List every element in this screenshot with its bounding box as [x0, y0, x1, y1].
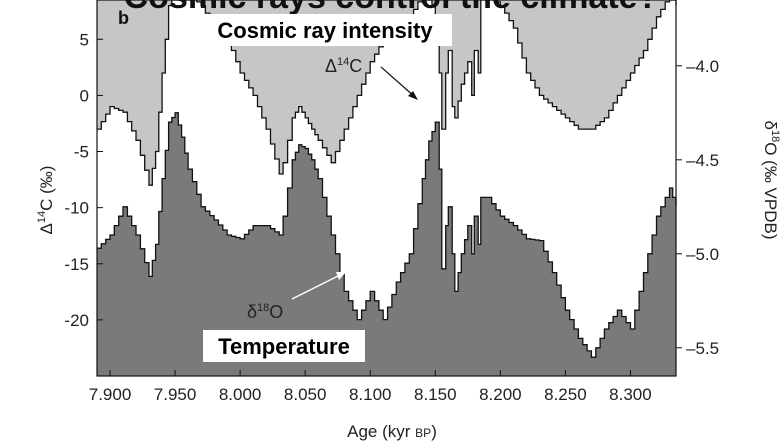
x-tick-label: 8.100: [349, 385, 392, 404]
y-right-tick-label: –4.0: [686, 57, 719, 76]
x-tick-label: 8.250: [544, 385, 587, 404]
x-tick-label: 7.950: [154, 385, 197, 404]
y-right-tick-label: –5.0: [686, 245, 719, 264]
y-right-tick-label: –5.5: [686, 339, 719, 358]
c14-arrow: [380, 66, 416, 98]
x-axis-ticks: 7.900 7.950 8.000 8.050 8.100 8.150 8.200 8.250…: [89, 370, 652, 404]
x-axis-title: Age (kyr BP): [347, 422, 437, 441]
y-left-tick-label: -20: [64, 311, 89, 330]
temperature-label: Temperature: [218, 334, 350, 359]
o18-arrowhead: [336, 272, 346, 280]
svg-text:δ18O (‰ VPDB): δ18O (‰ VPDB): [761, 120, 781, 239]
y-right-axis-ticks: –4.0 –4.5 –5.0 –5.5: [676, 57, 719, 358]
y-left-tick-label: 0: [80, 86, 89, 105]
y-left-tick-label: -10: [64, 199, 89, 218]
c14-label-text: Δ14C: [325, 56, 362, 76]
o18-arrow: [291, 274, 341, 300]
panel-label: b: [118, 8, 129, 28]
o18-series-label: δ18O: [247, 272, 346, 322]
y-right-axis-title: δ18O (‰ VPDB): [761, 120, 781, 239]
x-tick-label: 8.050: [284, 385, 327, 404]
temperature-annotation: Temperature: [203, 330, 365, 362]
o18-label-text: δ18O: [247, 302, 283, 322]
plot-frame: [96, 0, 677, 377]
o18-line: [97, 112, 677, 358]
cosmic-ray-label: Cosmic ray intensity: [217, 18, 433, 43]
y-left-tick-label: 5: [80, 30, 89, 49]
o18-area: [97, 112, 676, 377]
x-tick-label: 8.200: [479, 385, 522, 404]
x-tick-label: 8.000: [219, 385, 262, 404]
y-left-tick-label: -15: [64, 255, 89, 274]
y-left-axis-ticks: 5 0 -5 -10 -15 -20: [64, 30, 103, 330]
c14-series-label: Δ14C: [325, 56, 418, 100]
y-right-tick-label: –4.5: [686, 151, 719, 170]
c14-area: [97, 0, 676, 186]
x-tick-label: 7.900: [89, 385, 132, 404]
c14-arrowhead: [408, 91, 418, 100]
svg-text:Δ14C (‰): Δ14C (‰): [36, 166, 56, 235]
y-left-axis-title: Δ14C (‰): [36, 166, 56, 235]
x-tick-label: 8.300: [609, 385, 652, 404]
cosmic-ray-annotation: Cosmic ray intensity: [198, 14, 452, 46]
chart-title: Cosmic rays control the climate?: [124, 0, 659, 16]
x-tick-label: 8.150: [414, 385, 457, 404]
y-left-tick-label: -5: [74, 143, 89, 162]
